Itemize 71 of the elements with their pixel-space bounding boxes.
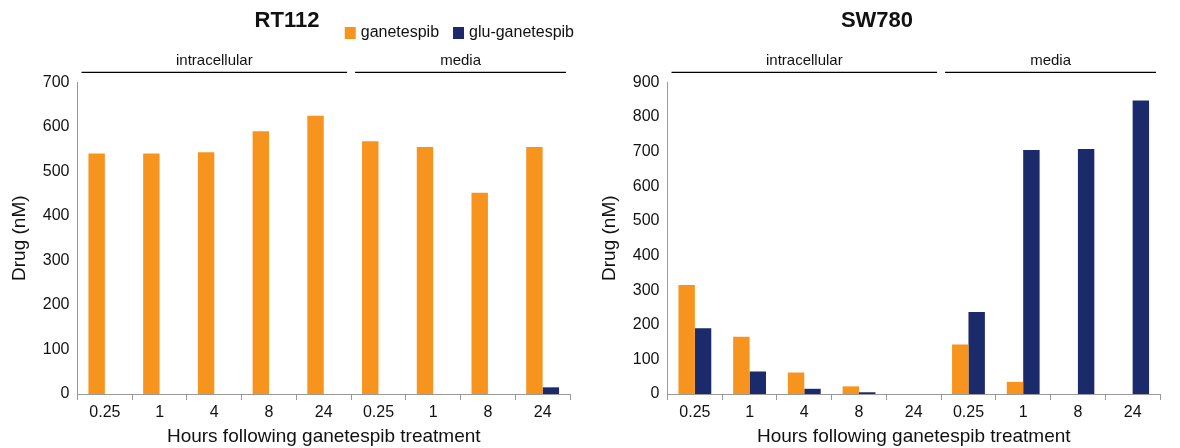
- y-tick-label: 500: [632, 211, 660, 229]
- y-axis-title: Drug (nM): [597, 195, 619, 281]
- bar: [694, 328, 712, 394]
- chart-title: RT112: [254, 7, 320, 33]
- x-tick-label: 0.25: [89, 403, 121, 421]
- bar: [804, 388, 821, 394]
- bar: [471, 192, 488, 394]
- y-tick-label: 700: [42, 72, 70, 90]
- x-tick-label: 24: [314, 403, 333, 421]
- chart-title: SW780: [840, 7, 914, 33]
- bar: [197, 152, 215, 394]
- bar: [733, 336, 750, 394]
- y-tick-label: 400: [632, 245, 660, 263]
- y-tick-label: 200: [42, 295, 70, 313]
- bar: [416, 146, 434, 394]
- bar: [362, 141, 379, 394]
- y-tick-label: 100: [632, 349, 660, 367]
- y-tick-label: 700: [632, 142, 660, 160]
- y-tick-label: 0: [650, 384, 660, 402]
- x-tick-label: 0.25: [679, 403, 711, 421]
- x-tick-label: 24: [1123, 403, 1142, 421]
- bar: [968, 311, 985, 394]
- bar: [143, 153, 160, 394]
- text: media: [1030, 51, 1072, 69]
- x-tick-label: 8: [483, 403, 493, 421]
- bar: [787, 372, 805, 394]
- bar: [842, 386, 860, 394]
- y-tick-label: 800: [632, 107, 660, 125]
- bar: [952, 344, 969, 394]
- x-tick-label: 0.25: [362, 403, 395, 421]
- bar: [307, 115, 324, 394]
- bar: [678, 284, 695, 394]
- text: intracellular: [765, 51, 843, 69]
- bar: [526, 146, 543, 394]
- bar: [1077, 148, 1095, 394]
- y-axis-title: Drug (nM): [7, 195, 29, 281]
- x-tick-label: 8: [264, 403, 274, 421]
- x-tick-label: 4: [799, 403, 809, 421]
- y-tick-label: 100: [42, 339, 70, 357]
- bar: [749, 371, 766, 394]
- x-tick-label: 4: [209, 403, 219, 421]
- x-axis-title: Hours following ganetespib treatment: [166, 424, 482, 446]
- bar: [88, 153, 105, 394]
- x-tick-label: 1: [155, 403, 165, 421]
- y-tick-label: 600: [632, 176, 660, 194]
- y-tick-label: 300: [42, 250, 70, 268]
- y-tick-label: 300: [632, 280, 660, 298]
- x-axis-title: Hours following ganetespib treatment: [756, 424, 1072, 446]
- y-tick-label: 200: [632, 315, 660, 333]
- bar: [1006, 381, 1024, 394]
- y-tick-label: 400: [42, 206, 70, 224]
- legend-label: ganetespib: [360, 23, 440, 41]
- bar: [252, 131, 270, 394]
- x-tick-label: 1: [745, 403, 755, 421]
- x-tick-label: 24: [904, 403, 923, 421]
- x-tick-label: 8: [854, 403, 864, 421]
- y-tick-label: 0: [60, 384, 70, 402]
- text: intracellular: [175, 51, 253, 69]
- bar: [1132, 100, 1150, 394]
- y-tick-label: 900: [632, 72, 660, 90]
- bar: [542, 387, 560, 394]
- bar: [1023, 149, 1040, 394]
- legend-label: glu-ganetespib: [469, 23, 575, 41]
- text: media: [440, 51, 482, 69]
- x-tick-label: 0.25: [952, 403, 985, 421]
- x-tick-label: 8: [1073, 403, 1083, 421]
- y-tick-label: 500: [42, 161, 70, 179]
- y-tick-label: 600: [42, 117, 70, 135]
- x-tick-label: 1: [428, 403, 438, 421]
- x-tick-label: 24: [533, 403, 552, 421]
- x-tick-label: 1: [1018, 403, 1028, 421]
